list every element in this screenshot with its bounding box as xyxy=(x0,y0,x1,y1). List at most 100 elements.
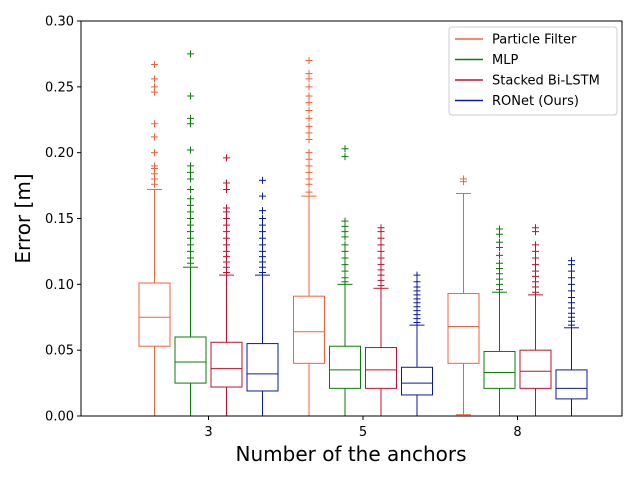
flier-point xyxy=(187,162,194,170)
flier-point xyxy=(223,234,230,242)
flier-point xyxy=(305,149,313,157)
box-iqr xyxy=(401,366,433,396)
flier-point xyxy=(341,267,349,275)
y-axis-label: Error [m] xyxy=(11,173,35,263)
flier-point xyxy=(305,136,313,143)
flier-point xyxy=(259,228,266,236)
flier-point xyxy=(496,259,503,267)
x-tick-label: 8 xyxy=(513,425,521,440)
flier-point xyxy=(223,221,230,229)
flier-point xyxy=(305,57,313,64)
flier-point xyxy=(259,241,266,249)
flier-point xyxy=(305,99,313,107)
flier-point xyxy=(568,294,575,301)
box-iqr xyxy=(447,293,480,364)
flier-point xyxy=(223,204,230,212)
flier-point xyxy=(259,207,266,215)
flier-point xyxy=(259,192,266,200)
y-tick-label: 0.05 xyxy=(45,344,74,359)
flier-point xyxy=(259,221,266,229)
flier-point xyxy=(223,215,230,222)
flier-point xyxy=(341,247,349,255)
flier-point xyxy=(187,50,194,58)
legend-label: Particle Filter xyxy=(492,33,577,48)
flier-point xyxy=(341,241,349,249)
flier-point xyxy=(151,75,158,83)
box-iqr xyxy=(329,345,361,389)
flier-point xyxy=(305,83,313,91)
flier-point xyxy=(223,241,230,249)
box-stacked-bi-lstm-8 xyxy=(519,224,552,417)
flier-point xyxy=(568,267,575,275)
flier-point xyxy=(341,254,349,262)
flier-point xyxy=(532,241,539,249)
flier-point xyxy=(305,107,313,115)
y-tick-label: 0.00 xyxy=(45,410,74,425)
y-tick-label: 0.25 xyxy=(45,80,74,95)
legend-box xyxy=(448,26,618,116)
y-tick-label: 0.10 xyxy=(45,278,74,293)
box-ronet-ours--3 xyxy=(246,176,279,417)
flier-point xyxy=(305,155,313,163)
flier-point xyxy=(496,238,503,246)
y-axis: 0.00 0.05 0.10 0.15 0.20 0.25 0.30 xyxy=(45,15,81,425)
flier-point xyxy=(187,146,194,154)
plot-area xyxy=(138,50,588,417)
flier-point xyxy=(259,176,266,184)
flier-point xyxy=(223,179,230,187)
flier-point xyxy=(413,278,421,286)
flier-point xyxy=(377,247,385,255)
flier-point xyxy=(413,271,421,279)
flier-point xyxy=(187,114,194,122)
flier-point xyxy=(341,274,349,282)
y-tick-label: 0.15 xyxy=(45,212,74,227)
flier-point xyxy=(151,60,158,68)
y-tick-label: 0.30 xyxy=(45,15,74,30)
flier-point xyxy=(259,247,266,255)
flier-point xyxy=(259,234,266,242)
legend: Particle Filter MLP Stacked Bi-LSTM RONet (… xyxy=(448,26,618,116)
box-iqr xyxy=(555,369,588,400)
flier-point xyxy=(151,162,158,170)
y-tick-label: 0.20 xyxy=(45,146,74,161)
box-stacked-bi-lstm-3 xyxy=(210,154,243,417)
flier-point xyxy=(151,133,158,141)
flier-point xyxy=(223,186,230,194)
x-axis-label: Number of the anchors xyxy=(236,442,467,466)
flier-point xyxy=(341,153,349,161)
x-tick-label: 5 xyxy=(359,425,367,440)
x-tick-label: 3 xyxy=(204,425,212,440)
box-stacked-bi-lstm-5 xyxy=(365,224,397,417)
box-mlp-3 xyxy=(174,50,207,417)
flier-point xyxy=(377,224,385,232)
flier-point xyxy=(151,120,158,128)
flier-point xyxy=(305,175,313,183)
flier-point xyxy=(305,122,313,130)
flier-point xyxy=(532,247,539,255)
flier-point xyxy=(259,215,266,222)
flier-point xyxy=(305,114,313,122)
legend-label: Stacked Bi-LSTM xyxy=(492,74,600,89)
flier-point xyxy=(223,154,230,162)
flier-point xyxy=(305,129,313,137)
box-iqr xyxy=(293,295,325,364)
flier-point xyxy=(377,234,385,242)
flier-point xyxy=(187,208,194,216)
box-iqr xyxy=(174,336,207,384)
flier-point xyxy=(187,92,194,100)
flier-point xyxy=(377,261,385,269)
flier-point xyxy=(187,168,194,176)
flier-point xyxy=(305,70,313,78)
flier-point xyxy=(187,254,194,262)
flier-point xyxy=(151,83,158,91)
flier-point xyxy=(187,195,194,203)
box-particle-filter-8 xyxy=(447,175,480,416)
box-mlp-8 xyxy=(483,225,516,417)
x-axis: 3 5 8 xyxy=(204,416,522,440)
flier-point xyxy=(187,234,194,242)
box-mlp-5 xyxy=(329,145,361,417)
box-iqr xyxy=(519,349,552,389)
legend-label: MLP xyxy=(492,53,518,68)
box-iqr xyxy=(365,347,397,389)
flier-point xyxy=(532,261,539,269)
